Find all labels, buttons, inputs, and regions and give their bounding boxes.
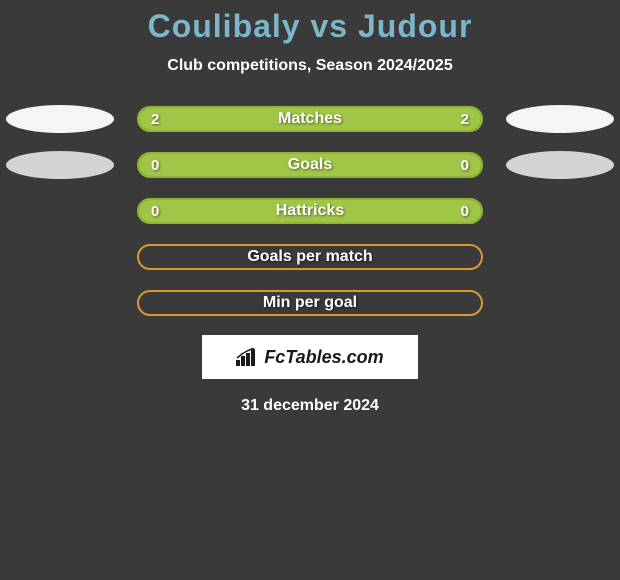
stat-label: Hattricks (276, 202, 344, 220)
stat-value-left: 0 (151, 157, 159, 174)
stat-bar: 0 Hattricks 0 (137, 198, 483, 224)
player-right-ellipse (506, 151, 614, 179)
date-text: 31 december 2024 (0, 397, 620, 415)
logo-box: FcTables.com (202, 335, 418, 379)
stat-row: 0 Hattricks 0 (0, 197, 620, 225)
stat-row: 2 Matches 2 (0, 105, 620, 133)
stat-row: 0 Goals 0 (0, 151, 620, 179)
stat-bar: Goals per match (137, 244, 483, 270)
stat-value-left: 2 (151, 111, 159, 128)
bar-fill-right (310, 154, 481, 176)
stat-value-right: 0 (461, 203, 469, 220)
stat-value-right: 2 (461, 111, 469, 128)
stat-row: Goals per match (0, 243, 620, 271)
stat-bar: 2 Matches 2 (137, 106, 483, 132)
page-title: Coulibaly vs Judour (0, 8, 620, 45)
stat-rows: 2 Matches 2 0 Goals 0 0 Hattricks 0 Goals per mat… (0, 105, 620, 317)
stat-value-right: 0 (461, 157, 469, 174)
stat-label: Matches (278, 110, 342, 128)
subtitle: Club competitions, Season 2024/2025 (0, 57, 620, 75)
stat-label: Goals (288, 156, 332, 174)
stat-bar: 0 Goals 0 (137, 152, 483, 178)
stat-bar: Min per goal (137, 290, 483, 316)
stat-value-left: 0 (151, 203, 159, 220)
stat-row: Min per goal (0, 289, 620, 317)
chart-icon (236, 348, 258, 366)
stat-label: Min per goal (263, 294, 357, 312)
stat-label: Goals per match (247, 248, 372, 266)
player-left-ellipse (6, 105, 114, 133)
comparison-infographic: Coulibaly vs Judour Club competitions, S… (0, 0, 620, 415)
player-left-ellipse (6, 151, 114, 179)
logo-text: FcTables.com (264, 347, 383, 368)
player-right-ellipse (506, 105, 614, 133)
bar-fill-left (139, 154, 310, 176)
